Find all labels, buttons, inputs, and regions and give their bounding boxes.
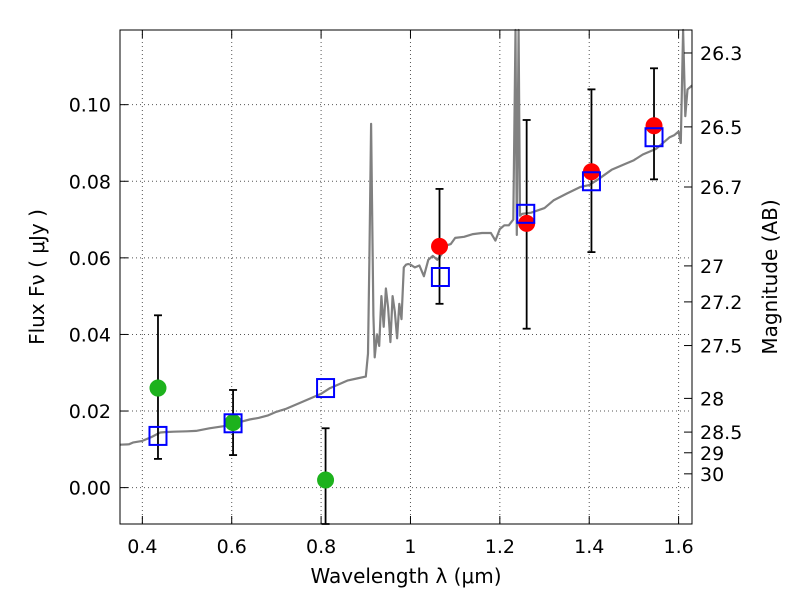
x-axis-title: Wavelength λ (μm) xyxy=(310,564,501,588)
right-tick-label: 30 xyxy=(700,464,724,486)
right-tick-label: 26.3 xyxy=(700,43,742,65)
x-tick-label: 0.4 xyxy=(127,536,157,558)
x-tick-label: 0.8 xyxy=(306,536,336,558)
model-band-flux xyxy=(644,127,664,148)
y-tick-label: 0.02 xyxy=(69,401,111,423)
plot-frame xyxy=(119,29,693,525)
right-tick-label: 27.2 xyxy=(700,292,742,314)
right-tick-label: 26.7 xyxy=(700,177,742,199)
data-point xyxy=(431,237,449,255)
y-tick-label: 0.04 xyxy=(69,324,111,346)
model-band-flux xyxy=(516,203,536,224)
y-tick-label: 0.10 xyxy=(69,95,111,117)
y-axis-title: Flux Fν ( μJy ) xyxy=(25,209,49,345)
y-tick-label: 0.06 xyxy=(69,248,111,270)
right-tick-label: 28 xyxy=(700,388,724,410)
x-tick-label: 0.6 xyxy=(217,536,247,558)
axis-ticks: 0.4 0.6 0.8 1 1.2 1.4 1.6 0.00 0.02 0.04 0.06 0.08 0… xyxy=(69,30,742,558)
model-band-flux xyxy=(223,413,243,434)
right-tick-label: 27 xyxy=(700,256,724,278)
model-band-flux xyxy=(581,171,601,192)
data-point xyxy=(645,117,663,135)
right-axis-title: Magnitude (AB) xyxy=(758,199,782,354)
right-tick-label: 26.5 xyxy=(700,117,742,139)
data-markers xyxy=(148,117,664,489)
model-band-flux xyxy=(430,267,450,287)
x-tick-label: 1.4 xyxy=(574,536,604,558)
right-tick-label: 28.5 xyxy=(700,422,742,444)
model-band-flux xyxy=(316,378,336,399)
data-point xyxy=(317,471,335,489)
y-tick-label: 0.00 xyxy=(69,478,111,500)
data-point xyxy=(149,379,167,397)
data-point xyxy=(224,414,242,432)
right-tick-label: 27.5 xyxy=(700,336,742,358)
x-tick-label: 1.6 xyxy=(663,536,693,558)
model-band-flux xyxy=(148,425,168,446)
y-tick-label: 0.08 xyxy=(69,171,111,193)
x-tick-label: 1 xyxy=(404,536,416,558)
plot-background xyxy=(120,30,692,524)
right-tick-label: 29 xyxy=(700,443,724,465)
x-tick-label: 1.2 xyxy=(485,536,515,558)
